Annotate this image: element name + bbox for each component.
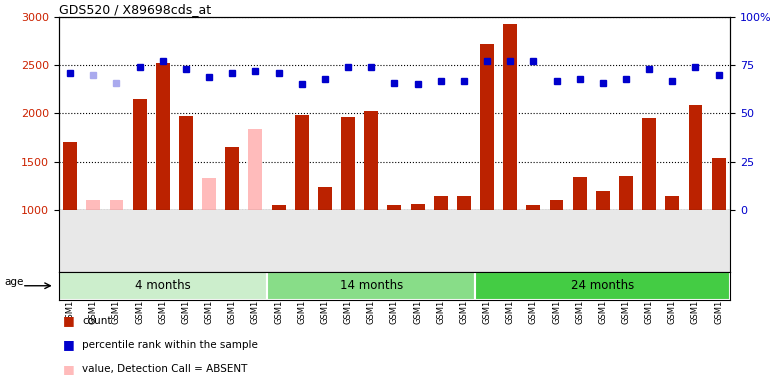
Text: ■: ■ [62,339,74,351]
Text: GDS520 / X89698cds_at: GDS520 / X89698cds_at [59,3,211,16]
Bar [318,187,332,210]
Bar [411,204,425,210]
Bar [109,200,123,210]
Bar [480,44,494,210]
Bar [596,190,610,210]
Bar [272,205,286,210]
Text: 24 months: 24 months [571,279,634,292]
Text: value, Detection Call = ABSENT: value, Detection Call = ABSENT [82,364,248,374]
Text: ■: ■ [62,363,74,375]
Bar [619,176,633,210]
Bar [711,158,726,210]
Bar [267,272,476,300]
Bar [476,272,730,300]
Text: percentile rank within the sample: percentile rank within the sample [82,340,258,350]
Bar [133,99,147,210]
Bar [341,117,355,210]
Bar [642,118,656,210]
Text: ■: ■ [62,314,74,327]
Bar [202,178,216,210]
Bar [387,205,401,210]
Bar [503,24,517,210]
Text: age: age [4,277,23,287]
Bar [550,200,563,210]
Bar [156,63,169,210]
Text: 14 months: 14 months [340,279,403,292]
Bar [572,177,587,210]
Bar [248,129,262,210]
Text: 4 months: 4 months [135,279,191,292]
Bar [364,111,378,210]
Bar [179,116,193,210]
Bar [457,196,471,210]
Bar [665,195,679,210]
Bar [63,142,77,210]
Bar [526,205,540,210]
Bar [689,105,702,210]
Text: count: count [82,316,112,326]
Bar [59,272,267,300]
Bar [226,147,239,210]
Bar [294,116,308,210]
Bar [87,200,100,210]
Bar [433,195,448,210]
